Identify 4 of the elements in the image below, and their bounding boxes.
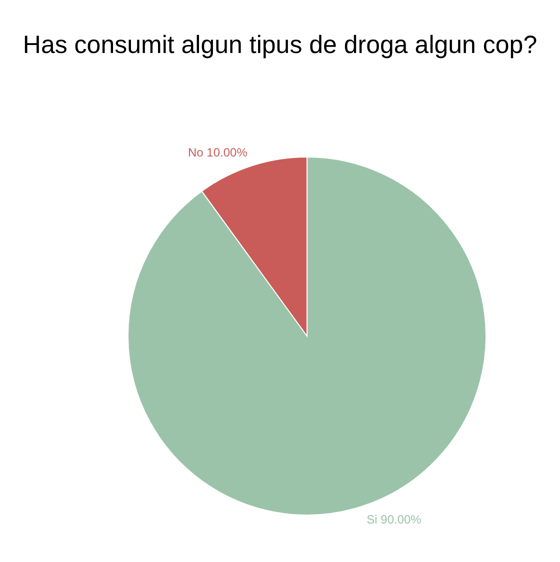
slice-label: No 10.00% <box>188 145 248 160</box>
chart-title: Has consumit algun tipus de droga algun cop? <box>22 31 538 59</box>
slice-label: Si 90.00% <box>366 512 422 527</box>
pie-slice <box>128 156 486 516</box>
